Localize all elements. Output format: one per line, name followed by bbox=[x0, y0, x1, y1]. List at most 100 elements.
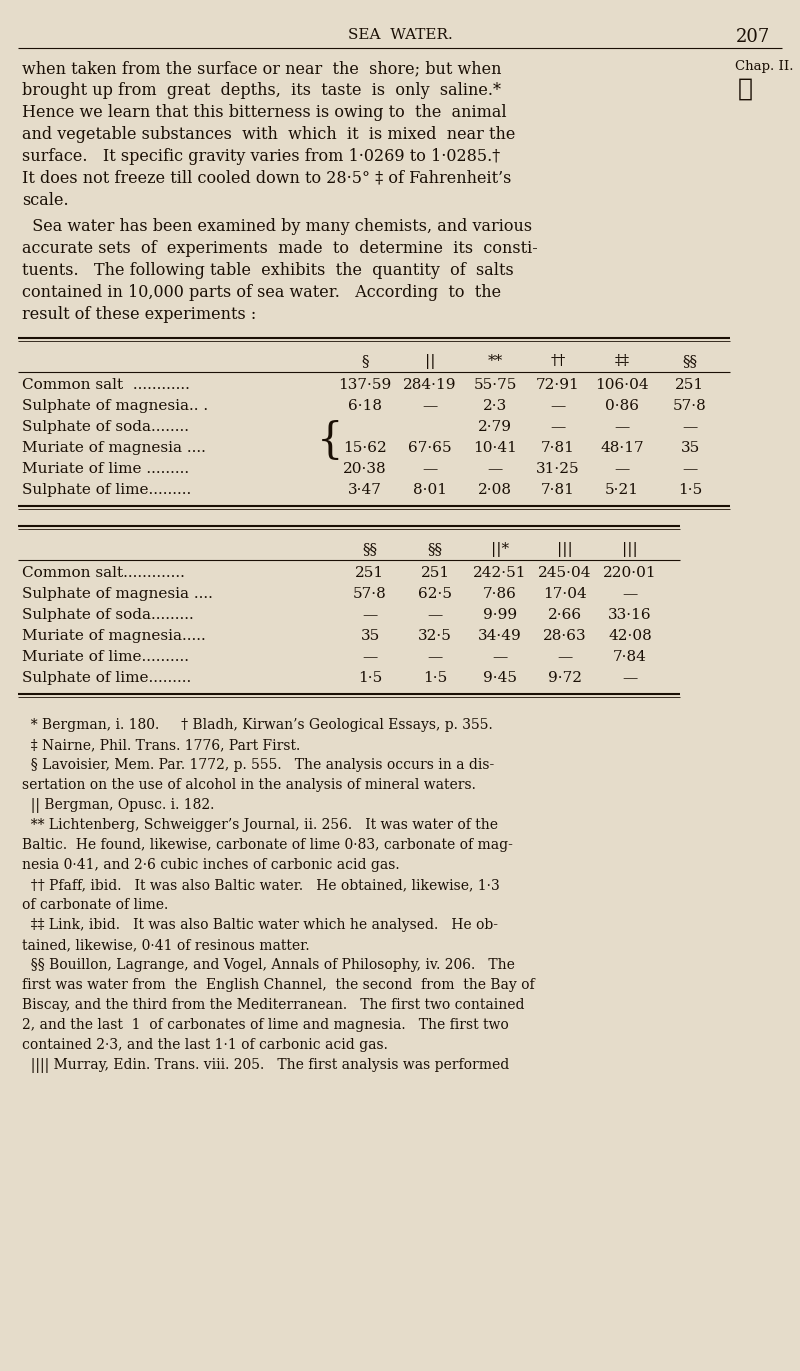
Text: —: — bbox=[614, 462, 630, 476]
Text: first was water from  the  English Channel,  the second  from  the Bay of: first was water from the English Channel… bbox=[22, 978, 534, 993]
Text: Sea water has been examined by many chemists, and various: Sea water has been examined by many chem… bbox=[22, 218, 532, 234]
Text: Sulphate of lime.........: Sulphate of lime......... bbox=[22, 670, 191, 686]
Text: §§: §§ bbox=[427, 542, 442, 557]
Text: |||: ||| bbox=[622, 542, 638, 557]
Text: 1·5: 1·5 bbox=[358, 670, 382, 686]
Text: 17·04: 17·04 bbox=[543, 587, 587, 600]
Text: 251: 251 bbox=[421, 566, 450, 580]
Text: 28·63: 28·63 bbox=[543, 629, 587, 643]
Text: 32·5: 32·5 bbox=[418, 629, 452, 643]
Text: of carbonate of lime.: of carbonate of lime. bbox=[22, 898, 168, 912]
Text: —: — bbox=[422, 462, 438, 476]
Text: |||: ||| bbox=[557, 542, 573, 557]
Text: 57·8: 57·8 bbox=[673, 399, 707, 413]
Text: 1·5: 1·5 bbox=[423, 670, 447, 686]
Text: §: § bbox=[362, 354, 369, 367]
Text: 284·19: 284·19 bbox=[403, 378, 457, 392]
Text: Sulphate of lime.........: Sulphate of lime......... bbox=[22, 483, 191, 498]
Text: 106·04: 106·04 bbox=[595, 378, 649, 392]
Text: Sulphate of soda.........: Sulphate of soda......... bbox=[22, 607, 194, 622]
Text: Muriate of lime..........: Muriate of lime.......... bbox=[22, 650, 189, 664]
Text: 62·5: 62·5 bbox=[418, 587, 452, 600]
Text: 245·04: 245·04 bbox=[538, 566, 592, 580]
Text: 2·79: 2·79 bbox=[478, 420, 512, 435]
Text: 9·72: 9·72 bbox=[548, 670, 582, 686]
Text: ||: || bbox=[425, 354, 435, 369]
Text: 33·16: 33·16 bbox=[608, 607, 652, 622]
Text: ‡‡: ‡‡ bbox=[614, 354, 630, 367]
Text: —: — bbox=[550, 399, 566, 413]
Text: —: — bbox=[682, 462, 698, 476]
Text: §§: §§ bbox=[682, 354, 698, 367]
Text: * Bergman, i. 180.     † Bladh, Kirwan’s Geological Essays, p. 355.: * Bergman, i. 180. † Bladh, Kirwan’s Geo… bbox=[22, 718, 493, 732]
Text: 9·99: 9·99 bbox=[483, 607, 517, 622]
Text: result of these experiments :: result of these experiments : bbox=[22, 306, 256, 324]
Text: 35: 35 bbox=[360, 629, 380, 643]
Text: —: — bbox=[558, 650, 573, 664]
Text: and vegetable substances  with  which  it  is mixed  near the: and vegetable substances with which it i… bbox=[22, 126, 515, 143]
Text: Baltic.  He found, likewise, carbonate of lime 0·83, carbonate of mag-: Baltic. He found, likewise, carbonate of… bbox=[22, 838, 513, 851]
Text: 3·47: 3·47 bbox=[348, 483, 382, 498]
Text: Sulphate of magnesia.. .: Sulphate of magnesia.. . bbox=[22, 399, 208, 413]
Text: 31·25: 31·25 bbox=[536, 462, 580, 476]
Text: †† Pfaff, ibid.   It was also Baltic water.   He obtained, likewise, 1·3: †† Pfaff, ibid. It was also Baltic water… bbox=[22, 877, 500, 893]
Text: 2·08: 2·08 bbox=[478, 483, 512, 498]
Text: ††: †† bbox=[550, 354, 566, 367]
Text: § Lavoisier, Mem. Par. 1772, p. 555.   The analysis occurs in a dis-: § Lavoisier, Mem. Par. 1772, p. 555. The… bbox=[22, 758, 494, 772]
Text: —: — bbox=[550, 420, 566, 435]
Text: Common salt.............: Common salt............. bbox=[22, 566, 185, 580]
Text: 34·49: 34·49 bbox=[478, 629, 522, 643]
Text: —: — bbox=[682, 420, 698, 435]
Text: 207: 207 bbox=[736, 27, 770, 47]
Text: 137·59: 137·59 bbox=[338, 378, 392, 392]
Text: 220·01: 220·01 bbox=[603, 566, 657, 580]
Text: ‡ Nairne, Phil. Trans. 1776, Part First.: ‡ Nairne, Phil. Trans. 1776, Part First. bbox=[22, 738, 300, 753]
Text: when taken from the surface or near  the  shore; but when: when taken from the surface or near the … bbox=[22, 60, 502, 77]
Text: 6·18: 6·18 bbox=[348, 399, 382, 413]
Text: —: — bbox=[422, 399, 438, 413]
Text: Chap. II.: Chap. II. bbox=[735, 60, 794, 73]
Text: 35: 35 bbox=[680, 441, 700, 455]
Text: scale.: scale. bbox=[22, 192, 69, 208]
Text: SEA  WATER.: SEA WATER. bbox=[348, 27, 452, 43]
Text: 0·86: 0·86 bbox=[605, 399, 639, 413]
Text: 72·91: 72·91 bbox=[536, 378, 580, 392]
Text: |||| Murray, Edin. Trans. viii. 205.   The first analysis was performed: |||| Murray, Edin. Trans. viii. 205. The… bbox=[22, 1058, 510, 1073]
Text: —: — bbox=[614, 420, 630, 435]
Text: surface.   It specific gravity varies from 1·0269 to 1·0285.†: surface. It specific gravity varies from… bbox=[22, 148, 500, 165]
Text: {: { bbox=[317, 420, 343, 462]
Text: Muriate of magnesia.....: Muriate of magnesia..... bbox=[22, 629, 206, 643]
Text: —: — bbox=[622, 587, 638, 600]
Text: 5·21: 5·21 bbox=[605, 483, 639, 498]
Text: 1·5: 1·5 bbox=[678, 483, 702, 498]
Text: §§ Bouillon, Lagrange, and Vogel, Annals of Philosophy, iv. 206.   The: §§ Bouillon, Lagrange, and Vogel, Annals… bbox=[22, 958, 515, 972]
Text: 251: 251 bbox=[355, 566, 385, 580]
Text: —: — bbox=[492, 650, 508, 664]
Text: 20·38: 20·38 bbox=[343, 462, 387, 476]
Text: 15·62: 15·62 bbox=[343, 441, 387, 455]
Text: nesia 0·41, and 2·6 cubic inches of carbonic acid gas.: nesia 0·41, and 2·6 cubic inches of carb… bbox=[22, 858, 400, 872]
Text: Muriate of lime .........: Muriate of lime ......... bbox=[22, 462, 189, 476]
Text: tained, likewise, 0·41 of resinous matter.: tained, likewise, 0·41 of resinous matte… bbox=[22, 938, 310, 951]
Text: brought up from  great  depths,  its  taste  is  only  saline.*: brought up from great depths, its taste … bbox=[22, 82, 501, 99]
Text: ‡‡ Link, ibid.   It was also Baltic water which he analysed.   He ob-: ‡‡ Link, ibid. It was also Baltic water … bbox=[22, 919, 498, 932]
Text: 2, and the last  1  of carbonates of lime and magnesia.   The first two: 2, and the last 1 of carbonates of lime … bbox=[22, 1019, 509, 1032]
Text: Sulphate of magnesia ....: Sulphate of magnesia .... bbox=[22, 587, 213, 600]
Text: —: — bbox=[362, 650, 378, 664]
Text: Common salt  ............: Common salt ............ bbox=[22, 378, 190, 392]
Text: 8·01: 8·01 bbox=[413, 483, 447, 498]
Text: 2·66: 2·66 bbox=[548, 607, 582, 622]
Text: 251: 251 bbox=[675, 378, 705, 392]
Text: 7·86: 7·86 bbox=[483, 587, 517, 600]
Text: **: ** bbox=[487, 354, 502, 367]
Text: tuents.   The following table  exhibits  the  quantity  of  salts: tuents. The following table exhibits the… bbox=[22, 262, 514, 280]
Text: —: — bbox=[362, 607, 378, 622]
Text: 42·08: 42·08 bbox=[608, 629, 652, 643]
Text: accurate sets  of  experiments  made  to  determine  its  consti-: accurate sets of experiments made to det… bbox=[22, 240, 538, 256]
Text: 48·17: 48·17 bbox=[600, 441, 644, 455]
Text: It does not freeze till cooled down to 28·5° ‡ of Fahrenheit’s: It does not freeze till cooled down to 2… bbox=[22, 170, 511, 186]
Text: Muriate of magnesia ....: Muriate of magnesia .... bbox=[22, 441, 206, 455]
Text: 7·81: 7·81 bbox=[541, 483, 575, 498]
Text: ** Lichtenberg, Schweigger’s Journal, ii. 256.   It was water of the: ** Lichtenberg, Schweigger’s Journal, ii… bbox=[22, 818, 498, 832]
Text: 10·41: 10·41 bbox=[473, 441, 517, 455]
